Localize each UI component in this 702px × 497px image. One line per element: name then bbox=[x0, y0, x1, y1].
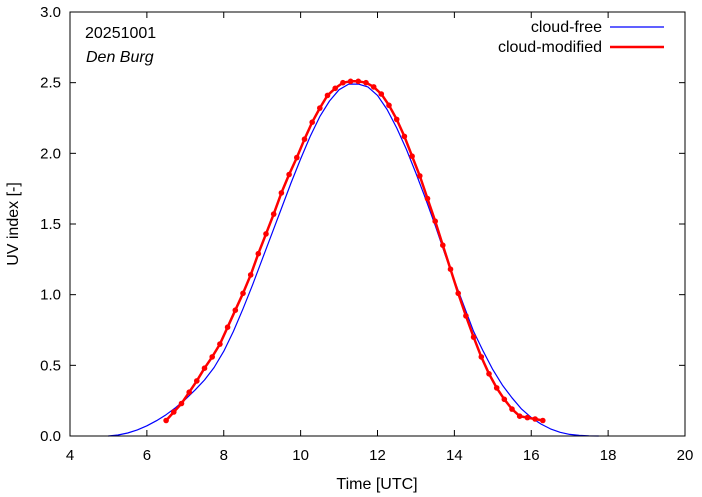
data-point-cloud-modified bbox=[294, 154, 300, 161]
x-tick-label: 4 bbox=[66, 447, 74, 464]
data-point-cloud-modified bbox=[447, 266, 454, 273]
data-point-cloud-modified bbox=[240, 290, 246, 297]
data-point-cloud-modified bbox=[478, 354, 485, 360]
x-axis-title: Time [UTC] bbox=[336, 476, 417, 493]
data-point-cloud-modified bbox=[286, 171, 292, 178]
y-tick-label: 1.0 bbox=[40, 287, 61, 304]
data-point-cloud-modified bbox=[301, 136, 308, 142]
data-point-cloud-modified bbox=[324, 92, 331, 99]
x-tick-label: 16 bbox=[523, 447, 540, 464]
data-point-cloud-modified bbox=[401, 133, 408, 140]
data-point-cloud-modified bbox=[317, 105, 323, 111]
x-tick-label: 8 bbox=[220, 447, 228, 464]
data-point-cloud-modified bbox=[509, 406, 515, 412]
data-point-cloud-modified bbox=[470, 334, 477, 340]
data-point-cloud-modified bbox=[409, 153, 415, 159]
y-tick-label: 2.5 bbox=[40, 75, 61, 92]
data-point-cloud-modified bbox=[332, 85, 339, 92]
data-point-cloud-modified bbox=[194, 378, 200, 384]
data-point-cloud-modified bbox=[393, 116, 400, 123]
series-line-cloud-modified bbox=[164, 80, 545, 422]
data-point-cloud-modified bbox=[501, 396, 508, 403]
series-layer bbox=[107, 78, 600, 437]
data-point-cloud-modified bbox=[217, 341, 223, 347]
data-point-cloud-modified bbox=[524, 414, 531, 421]
legend-label-cloud-free: cloud-free bbox=[531, 19, 602, 36]
y-tick-label: 0.5 bbox=[40, 357, 61, 374]
x-tick-label: 18 bbox=[600, 447, 617, 464]
data-point-cloud-modified bbox=[424, 195, 431, 202]
data-point-cloud-modified bbox=[270, 211, 277, 217]
data-point-cloud-modified bbox=[455, 290, 462, 297]
data-point-cloud-modified bbox=[493, 385, 500, 391]
location-annotation: Den Burg bbox=[86, 49, 154, 66]
x-tick-label: 20 bbox=[677, 447, 694, 464]
data-point-cloud-modified bbox=[263, 231, 269, 237]
data-point-cloud-modified bbox=[347, 78, 354, 85]
legend-label-cloud-modified: cloud-modified bbox=[498, 39, 602, 56]
plot-frame bbox=[69, 11, 686, 437]
data-point-cloud-modified bbox=[516, 413, 523, 420]
data-point-cloud-modified bbox=[255, 250, 262, 257]
data-point-cloud-modified bbox=[278, 190, 285, 196]
data-point-cloud-modified bbox=[378, 91, 385, 97]
data-point-cloud-modified bbox=[363, 79, 369, 86]
y-tick-label: 0.0 bbox=[40, 428, 61, 445]
data-point-cloud-modified bbox=[463, 313, 469, 319]
data-point-cloud-modified bbox=[209, 354, 215, 360]
data-point-cloud-modified bbox=[386, 102, 392, 109]
data-point-cloud-modified bbox=[224, 324, 231, 331]
data-point-cloud-modified bbox=[486, 371, 492, 377]
data-point-cloud-modified bbox=[232, 307, 239, 314]
legend: cloud-free cloud-modified bbox=[498, 19, 664, 56]
y-tick-label: 3.0 bbox=[40, 4, 61, 21]
data-point-cloud-modified bbox=[432, 218, 439, 224]
data-point-cloud-modified bbox=[370, 84, 377, 90]
data-point-cloud-modified bbox=[355, 78, 362, 85]
data-point-cloud-modified bbox=[340, 79, 346, 86]
data-point-cloud-modified bbox=[163, 417, 169, 424]
data-point-cloud-modified bbox=[178, 400, 185, 407]
y-axis-title: UV index [-] bbox=[5, 182, 22, 266]
data-point-cloud-modified bbox=[309, 119, 316, 125]
data-point-cloud-modified bbox=[186, 389, 192, 396]
x-tick-label: 6 bbox=[143, 447, 151, 464]
x-tick-label: 12 bbox=[369, 447, 386, 464]
x-tick-label: 14 bbox=[446, 447, 463, 464]
y-tick-label: 1.5 bbox=[40, 216, 61, 233]
date-annotation: 20251001 bbox=[85, 25, 156, 42]
data-point-cloud-modified bbox=[247, 272, 254, 278]
data-point-cloud-modified bbox=[417, 173, 423, 179]
ticks-layer: 4 6 8 10 12 14 16 18 20 0.0 0.5 1.0 1.5 2.0 2.5 3.0 bbox=[40, 4, 693, 464]
y-tick-label: 2.0 bbox=[40, 145, 61, 162]
data-point-cloud-modified bbox=[440, 242, 446, 248]
data-point-cloud-modified bbox=[171, 409, 177, 415]
data-point-cloud-modified bbox=[540, 417, 546, 424]
data-point-cloud-modified bbox=[201, 365, 208, 372]
data-point-cloud-modified bbox=[532, 416, 538, 422]
x-tick-label: 10 bbox=[292, 447, 309, 464]
